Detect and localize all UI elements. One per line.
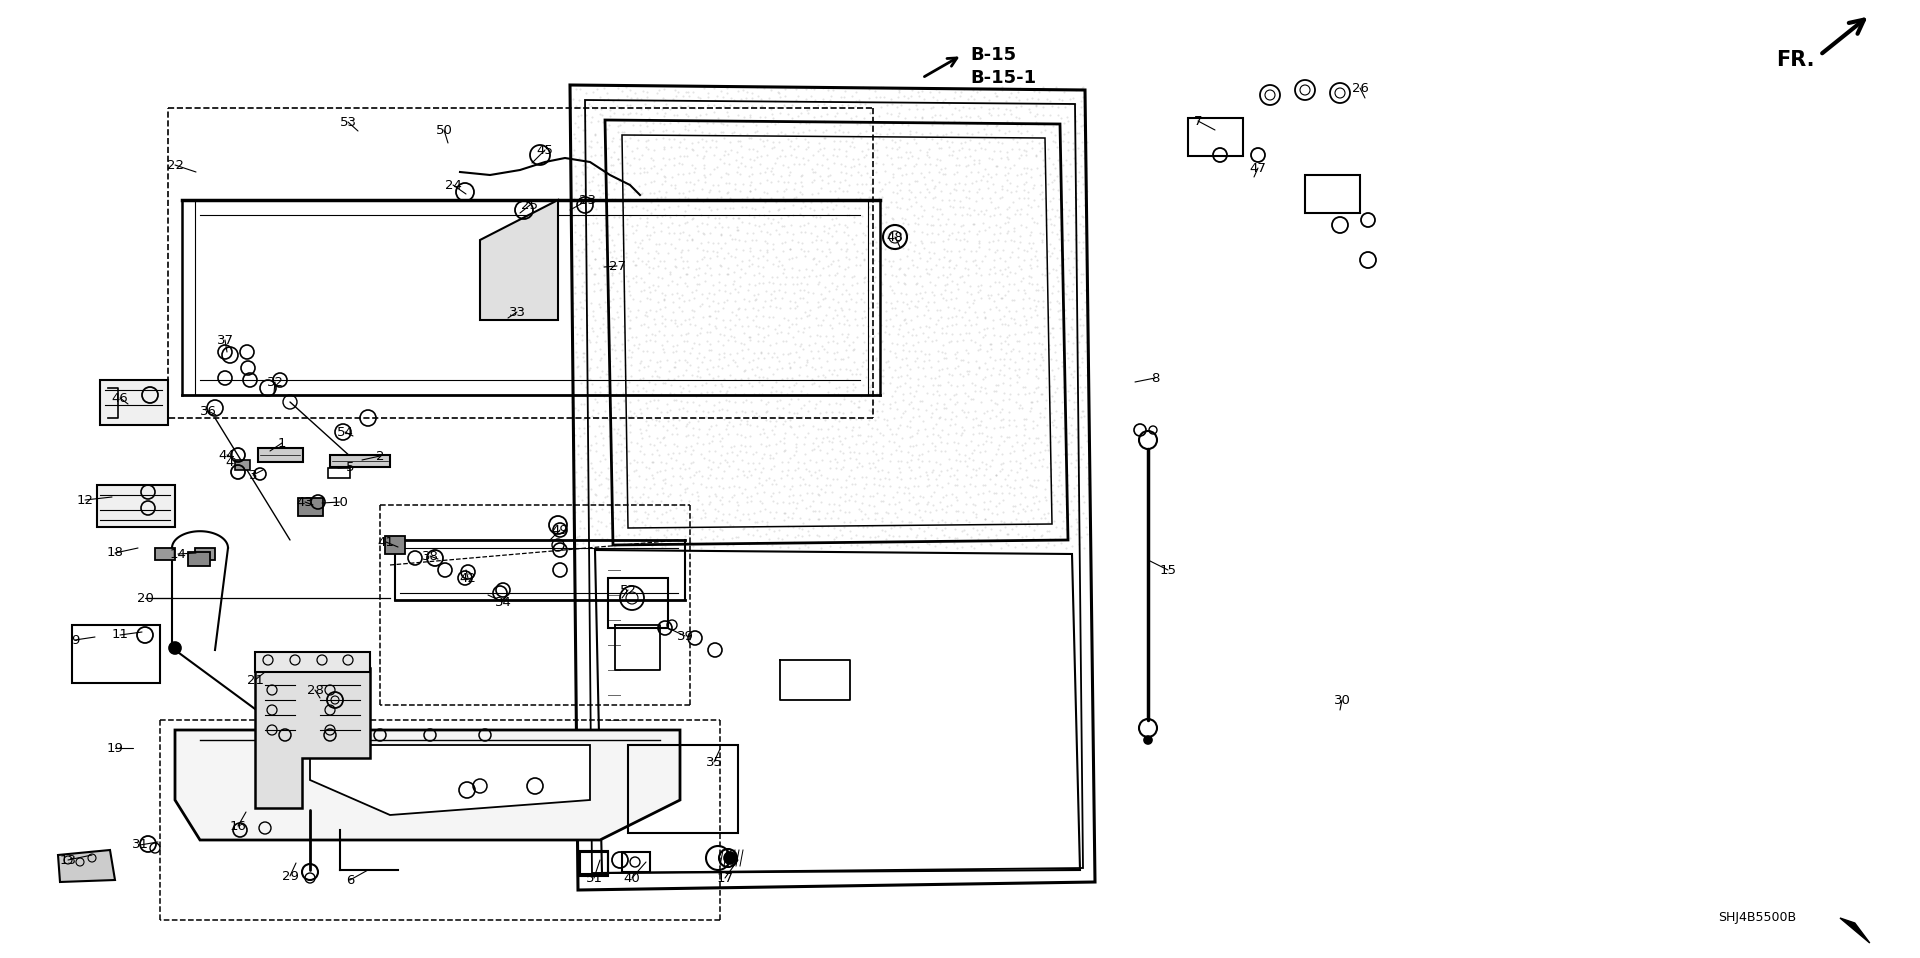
Bar (73, 625, 159, 683)
Text: 32: 32 (267, 376, 284, 389)
Polygon shape (58, 850, 115, 882)
Text: 10: 10 (332, 495, 348, 509)
Bar (1306, 175, 1359, 213)
Bar (188, 552, 209, 566)
Text: 4: 4 (227, 455, 234, 468)
Text: 11: 11 (111, 628, 129, 642)
Bar (386, 536, 405, 554)
Bar (328, 468, 349, 478)
Text: 41: 41 (378, 536, 394, 549)
Text: 5: 5 (346, 461, 355, 473)
Circle shape (1144, 736, 1152, 744)
Text: 26: 26 (1352, 81, 1369, 95)
Text: 1: 1 (278, 437, 286, 449)
Text: 36: 36 (200, 404, 217, 418)
Circle shape (169, 642, 180, 654)
Text: 31: 31 (131, 838, 148, 852)
Text: 13: 13 (60, 854, 77, 866)
Text: 30: 30 (1334, 694, 1350, 706)
Text: 49: 49 (551, 523, 568, 536)
Text: 40: 40 (624, 872, 641, 884)
Text: 16: 16 (230, 819, 246, 833)
Text: 34: 34 (495, 596, 511, 608)
Bar (622, 852, 651, 872)
Bar (609, 578, 668, 628)
Bar (580, 852, 609, 874)
Text: 33: 33 (509, 306, 526, 318)
Text: 24: 24 (445, 178, 461, 192)
Bar (578, 851, 609, 876)
Text: B-15: B-15 (970, 46, 1016, 64)
Text: 18: 18 (108, 546, 123, 559)
Circle shape (724, 852, 735, 864)
Polygon shape (255, 668, 371, 808)
Bar (628, 745, 737, 833)
Text: SHJ4B5500B: SHJ4B5500B (1718, 911, 1795, 924)
Text: 23: 23 (580, 194, 597, 207)
Polygon shape (309, 745, 589, 815)
Bar (98, 485, 175, 527)
Text: FR.: FR. (1776, 50, 1814, 70)
Text: 21: 21 (246, 673, 263, 687)
Text: 47: 47 (1250, 162, 1267, 174)
Bar (100, 380, 169, 425)
Text: 27: 27 (609, 260, 626, 272)
Text: 25: 25 (522, 198, 538, 212)
Text: 15: 15 (1160, 563, 1177, 577)
Bar (298, 498, 323, 516)
Text: 22: 22 (167, 158, 184, 171)
Text: 44: 44 (219, 448, 236, 462)
Polygon shape (1839, 918, 1870, 943)
Text: 37: 37 (217, 333, 234, 347)
Bar (156, 548, 175, 560)
Text: 19: 19 (108, 741, 123, 755)
Text: 51: 51 (586, 872, 603, 884)
Text: 29: 29 (282, 870, 298, 882)
Text: 12: 12 (77, 493, 94, 507)
Text: 14: 14 (169, 548, 186, 560)
Bar (234, 460, 250, 470)
Polygon shape (175, 730, 680, 840)
Text: 52: 52 (620, 583, 637, 597)
Bar (286, 737, 305, 752)
Text: B-15-1: B-15-1 (970, 69, 1037, 87)
Text: 6: 6 (346, 874, 353, 886)
Text: 39: 39 (676, 629, 693, 643)
Polygon shape (480, 200, 559, 320)
Text: 3: 3 (250, 468, 257, 482)
Text: 2: 2 (376, 449, 384, 463)
Text: 38: 38 (422, 550, 438, 562)
Text: 50: 50 (436, 124, 453, 136)
Text: 45: 45 (536, 144, 553, 156)
Text: 17: 17 (716, 872, 733, 884)
Bar (257, 448, 303, 462)
Text: 54: 54 (336, 425, 353, 439)
Text: 46: 46 (111, 392, 129, 404)
Text: 7: 7 (1194, 115, 1202, 127)
Text: 43: 43 (296, 495, 313, 509)
Text: 8: 8 (1150, 372, 1160, 384)
Text: 35: 35 (705, 756, 722, 768)
Text: 48: 48 (887, 231, 904, 243)
Text: 9: 9 (71, 633, 79, 647)
Text: 20: 20 (136, 591, 154, 604)
Bar (1188, 118, 1242, 156)
Bar (330, 455, 390, 467)
Text: 28: 28 (307, 683, 323, 696)
Bar (255, 652, 371, 672)
Text: 53: 53 (340, 116, 357, 128)
Text: 42: 42 (459, 572, 476, 584)
Bar (196, 548, 215, 560)
